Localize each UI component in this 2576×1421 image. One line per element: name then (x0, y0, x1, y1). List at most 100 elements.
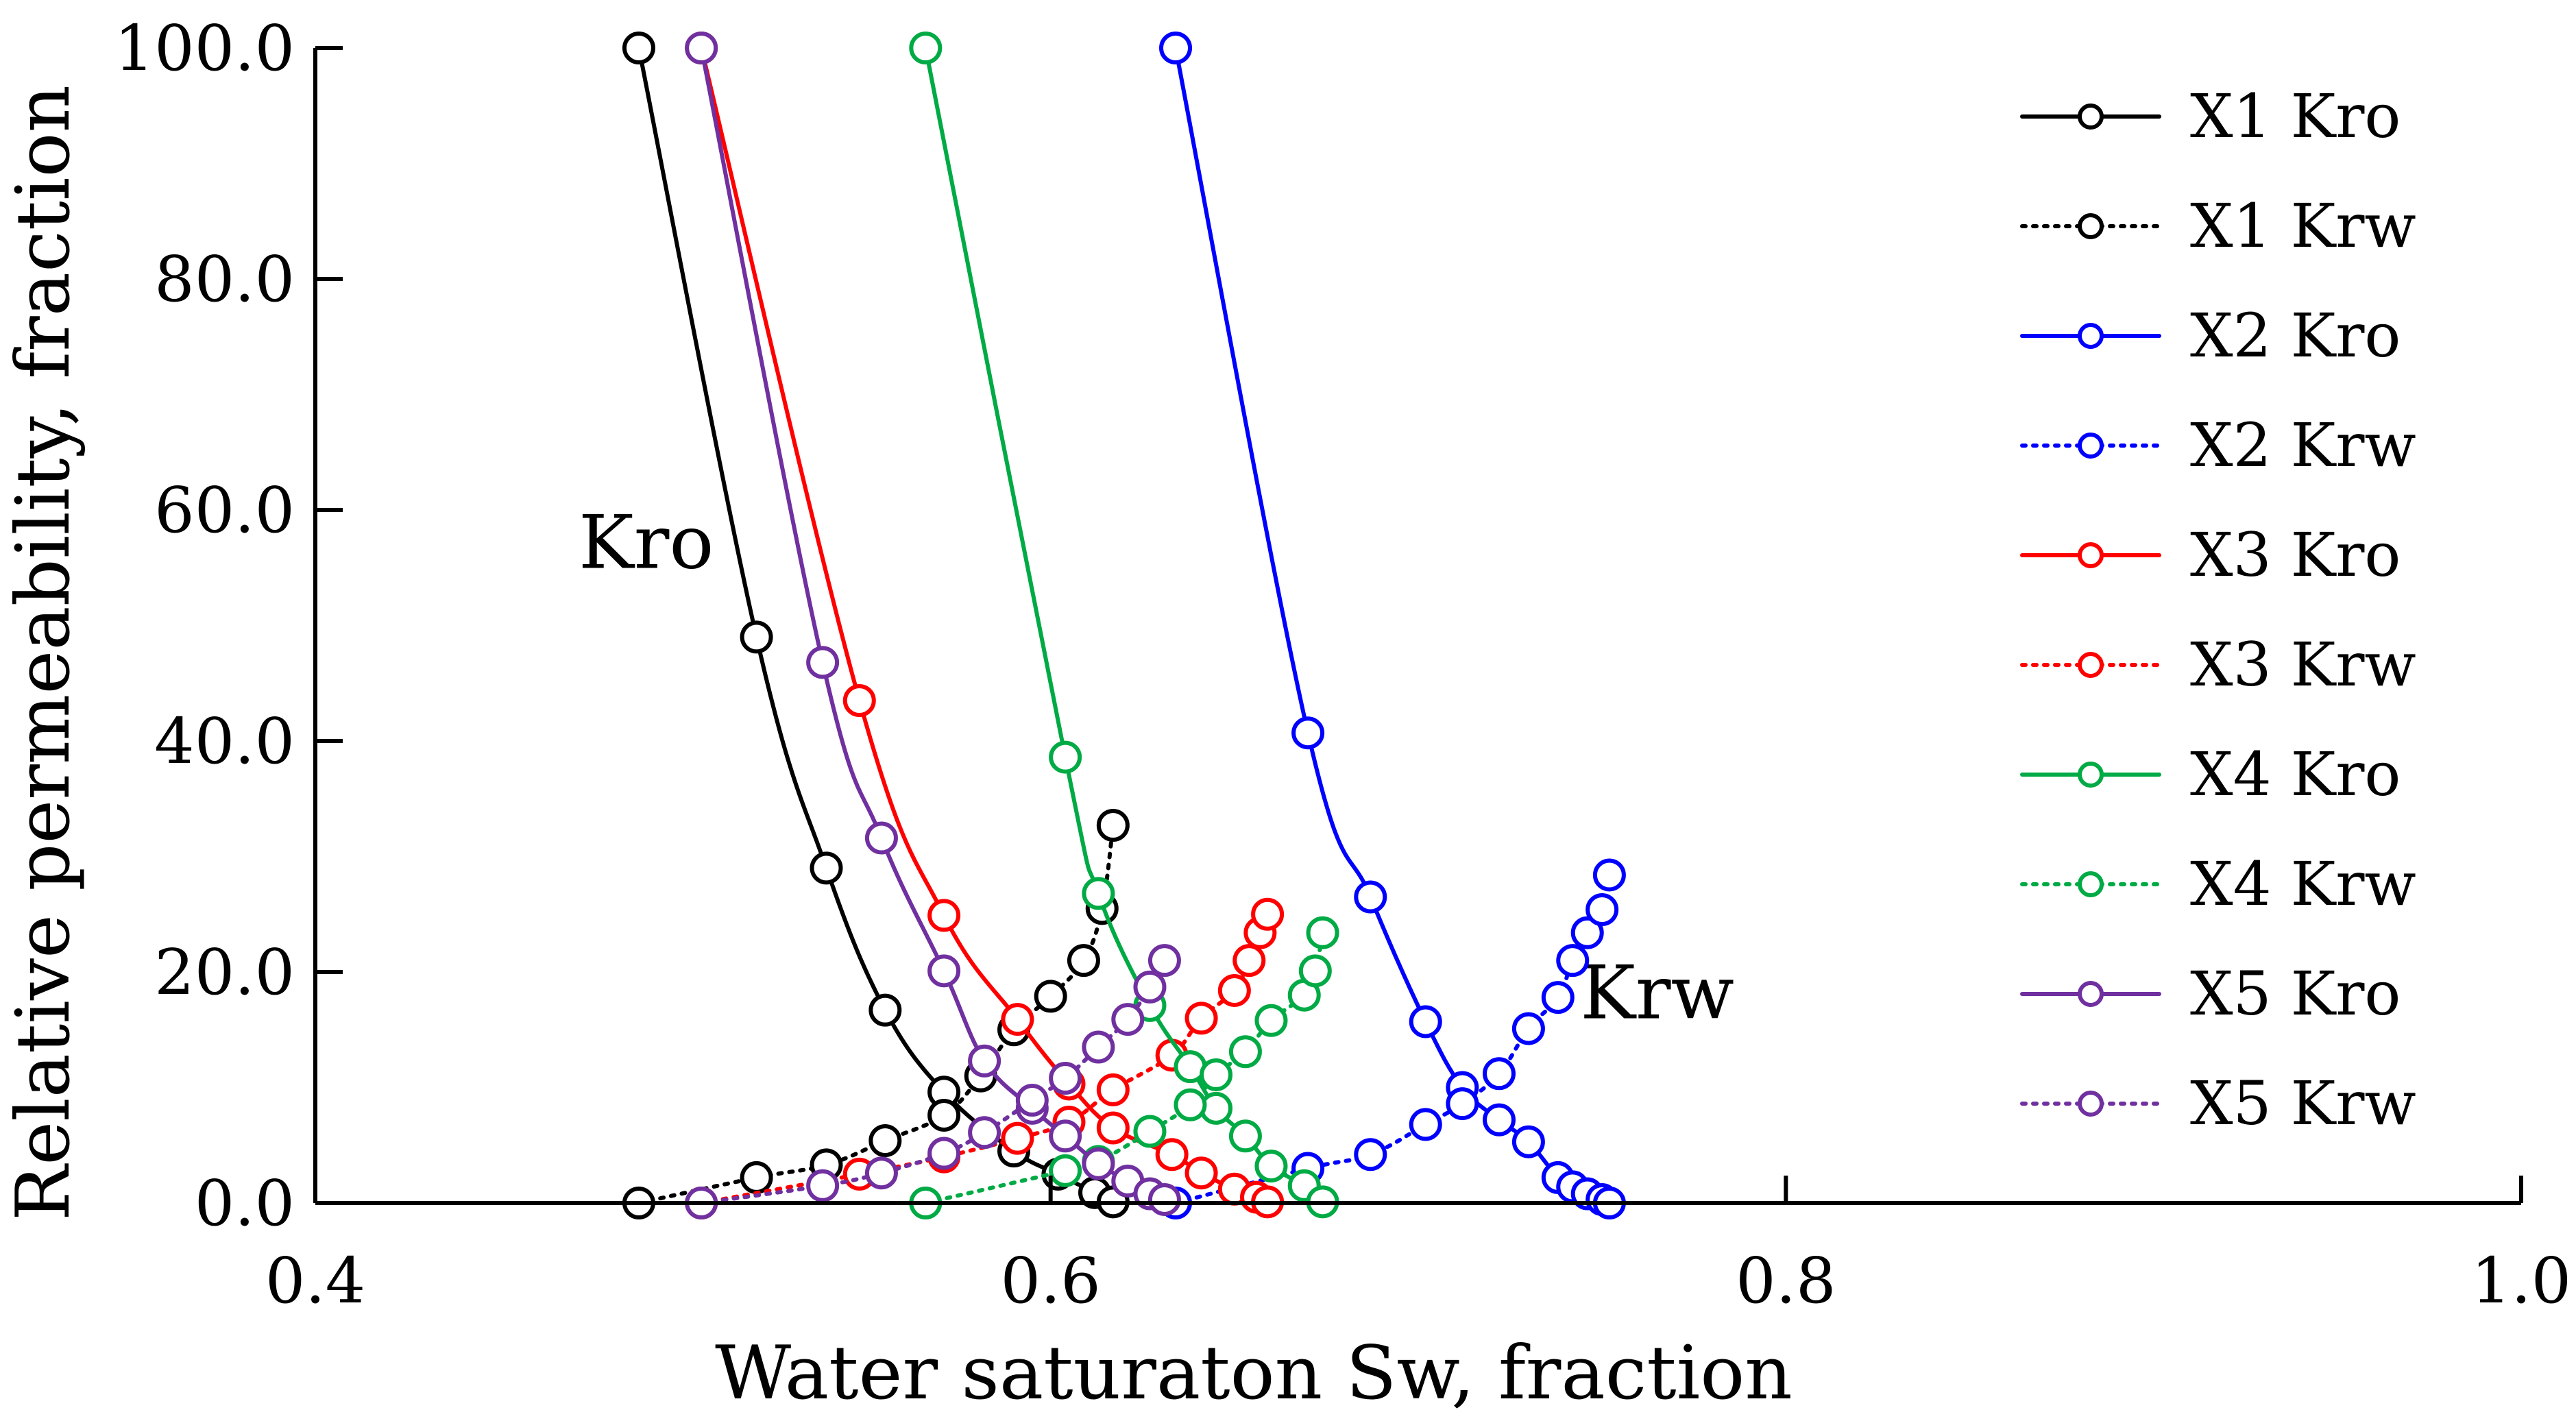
data-point (1306, 916, 1339, 949)
legend-label: X3 Kro (2190, 520, 2401, 590)
data-point (1082, 1030, 1115, 1064)
data-point (740, 620, 773, 654)
plot-area: Kro Krw (579, 32, 1734, 1219)
data-point (1298, 954, 1332, 988)
series-line-x5-krw (699, 958, 1167, 1205)
legend-swatch-marker (2078, 652, 2104, 678)
series-x4-kro (909, 32, 1339, 1219)
legend-entry-x2-krw: X2 Krw (2020, 410, 2416, 481)
data-point (1174, 1088, 1207, 1121)
legend-label: X5 Krw (2190, 1068, 2416, 1139)
legend-entry-x5-krw: X5 Krw (2020, 1068, 2416, 1139)
series-x3-kro (685, 32, 1285, 1219)
data-point (1511, 1012, 1545, 1045)
x-tick-label: 1.0 (2471, 1244, 2571, 1317)
legend-entry-x2-kro: X2 Kro (2020, 300, 2401, 371)
data-point (1096, 1111, 1130, 1145)
data-point (1228, 1035, 1262, 1069)
data-point (1409, 1005, 1442, 1039)
data-point (1592, 858, 1626, 892)
legend-swatch-marker (2078, 542, 2104, 568)
data-point (685, 32, 718, 64)
legend-swatch-marker (2078, 981, 2104, 1007)
data-point (810, 851, 843, 885)
data-point (868, 1124, 902, 1158)
data-point (1082, 877, 1115, 910)
data-point (968, 1116, 1001, 1150)
x-axis-title: Water saturaton Sw, fraction (715, 1331, 1793, 1416)
legend-label: X1 Kro (2190, 81, 2401, 151)
data-point (1111, 1003, 1145, 1036)
legend-entry-x3-kro: X3 Kro (2020, 520, 2401, 590)
data-point (1232, 944, 1266, 977)
data-point (1570, 916, 1604, 949)
data-point (806, 1169, 840, 1202)
legend-label: X4 Kro (2190, 739, 2401, 810)
data-point (1354, 1138, 1387, 1171)
legend-label: X2 Krw (2190, 410, 2416, 481)
data-point (909, 32, 943, 64)
y-tick-label: 20.0 (154, 936, 295, 1009)
legend-label: X4 Krw (2190, 849, 2416, 919)
data-point (1354, 880, 1387, 914)
y-tick-label: 60.0 (154, 474, 295, 547)
data-point (1184, 1156, 1218, 1190)
data-point (864, 1156, 898, 1190)
data-point (1147, 944, 1181, 977)
legend-entry-x1-krw: X1 Krw (2020, 191, 2416, 261)
legend-swatch-marker (2078, 1091, 2104, 1117)
series-x4-krw (909, 916, 1339, 1219)
data-point (927, 899, 961, 932)
x-tick-label: 0.6 (1001, 1244, 1101, 1317)
legend-swatch-marker (2078, 104, 2104, 130)
legend-swatch-marker (2078, 213, 2104, 239)
data-point (864, 821, 898, 855)
data-point (740, 1161, 773, 1194)
annotation-kro: Kro (579, 500, 714, 585)
data-point (927, 954, 961, 988)
data-point (1159, 32, 1193, 64)
data-point (1155, 1138, 1189, 1171)
series-x1-kro (622, 32, 1130, 1219)
legend-entry-x1-kro: X1 Kro (2020, 81, 2401, 151)
data-point (1184, 1001, 1218, 1035)
data-point (1556, 944, 1590, 977)
data-point (1015, 1084, 1049, 1117)
data-point (1001, 1003, 1034, 1036)
data-point (1096, 809, 1130, 842)
x-tick-label: 0.8 (1736, 1244, 1836, 1317)
series-line-x1-kro (637, 46, 1115, 1204)
legend-label: X1 Krw (2190, 191, 2416, 261)
y-axis-title: Relative permeability, fraction (1, 85, 86, 1221)
data-point (1001, 1121, 1034, 1155)
legend-label: X3 Krw (2190, 629, 2416, 700)
data-point (622, 32, 655, 64)
data-point (1409, 1108, 1442, 1141)
data-point (1254, 1150, 1288, 1183)
data-point (968, 1044, 1001, 1078)
legend-entry-x4-kro: X4 Kro (2020, 739, 2401, 810)
y-tick-label: 100.0 (114, 12, 295, 85)
data-point (1133, 970, 1167, 1004)
axes: 0.4 0.6 0.8 1.0 0.0 20.0 40.0 60.0 80.0 100.0 Wate… (1, 12, 2571, 1416)
series-x2-kro (1159, 32, 1626, 1219)
data-point (1291, 716, 1325, 750)
legend-swatch-marker (2078, 871, 2104, 897)
data-point (1067, 944, 1100, 977)
legend-entry-x3-krw: X3 Krw (2020, 629, 2416, 700)
legend: X1 Kro X1 Krw X2 Kro X2 Krw X3 Kro X3 Krw X4 K… (2020, 81, 2416, 1139)
data-point (1228, 1119, 1262, 1153)
data-point (1254, 1004, 1288, 1037)
legend-label: X5 Kro (2190, 958, 2401, 1029)
legend-swatch-marker (2078, 323, 2104, 349)
data-point (1082, 1147, 1115, 1180)
data-point (1541, 981, 1575, 1015)
y-tick-label: 0.0 (195, 1167, 295, 1240)
data-point (806, 646, 840, 679)
data-point (927, 1137, 961, 1170)
legend-swatch-marker (2078, 433, 2104, 459)
y-tick-label: 80.0 (154, 243, 295, 316)
data-point (1217, 973, 1251, 1007)
legend-entry-x5-kro: X5 Kro (2020, 958, 2401, 1029)
